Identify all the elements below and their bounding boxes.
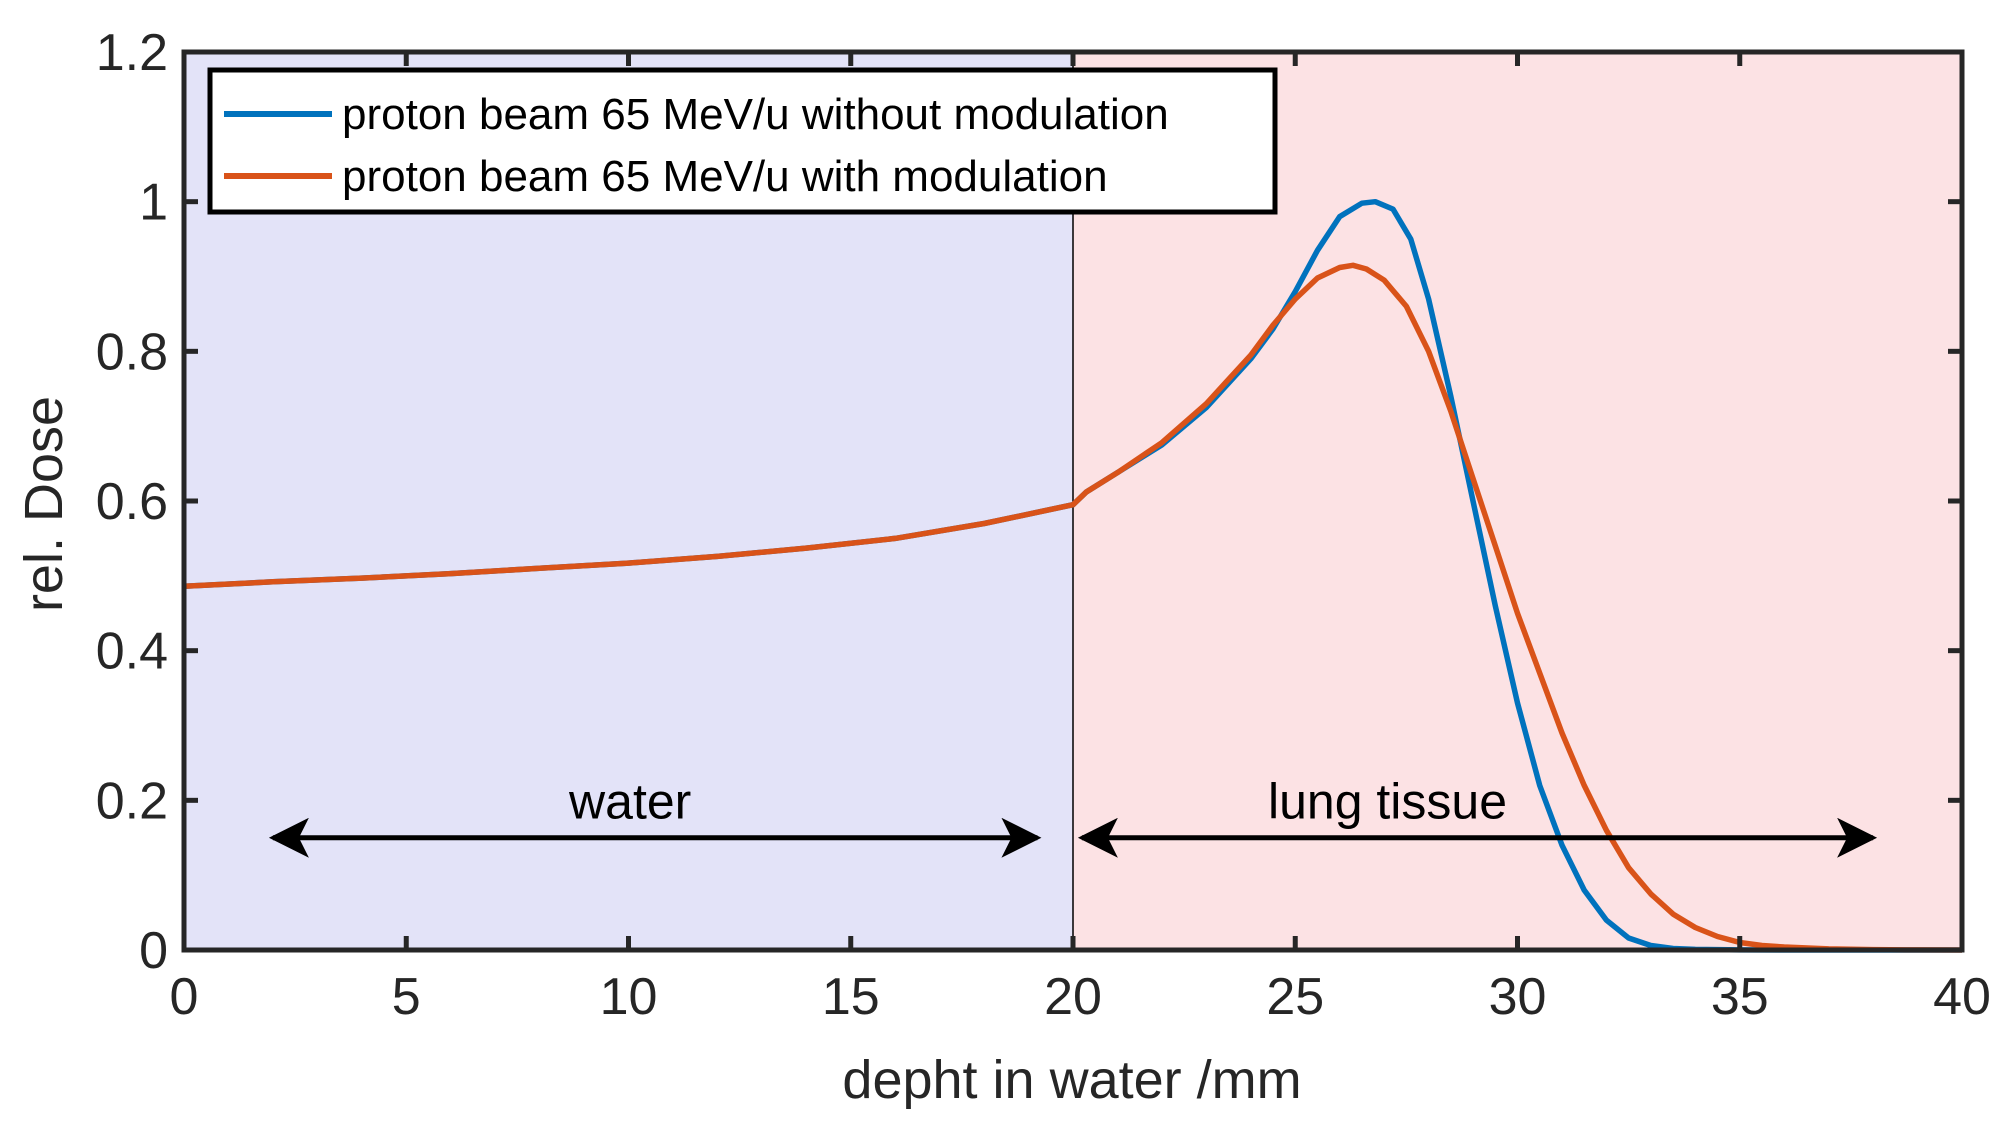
- x-tick-label: 40: [1933, 968, 1991, 1026]
- x-tick-label: 20: [1044, 968, 1102, 1026]
- y-tick-label: 0.8: [96, 323, 168, 381]
- x-tick-label: 35: [1711, 968, 1769, 1026]
- x-tick-label: 30: [1489, 968, 1547, 1026]
- legend: proton beam 65 MeV/u without modulation p…: [207, 67, 1278, 215]
- legend-entry-without-modulation: proton beam 65 MeV/u without modulation: [342, 90, 1169, 139]
- y-axis-label: rel. Dose: [14, 396, 74, 612]
- region-label-water: water: [568, 773, 691, 829]
- x-tick-label: 0: [170, 968, 199, 1026]
- x-axis-label: depht in water /mm: [842, 1050, 1301, 1110]
- y-tick-label: 0: [139, 922, 168, 980]
- x-tick-label: 25: [1266, 968, 1324, 1026]
- series-lines: [183, 198, 1963, 953]
- y-tick-label: 1.2: [96, 24, 168, 82]
- tick-marks: 0 5 10 15 20 25 30 35 40 0 0.2 0.4 0.6 0.8 1 1.2: [96, 24, 1991, 1026]
- x-tick-label: 10: [600, 968, 658, 1026]
- y-tick-label: 0.4: [96, 623, 168, 681]
- region-label-lung-tissue: lung tissue: [1268, 773, 1507, 829]
- series-line-with-modulation: [183, 262, 1963, 953]
- y-tick-label: 1: [139, 174, 168, 232]
- x-tick-label: 15: [822, 968, 880, 1026]
- x-tick-label: 5: [392, 968, 421, 1026]
- region-annotations: water lung tissue: [268, 773, 1878, 858]
- legend-box: [207, 67, 1278, 215]
- y-tick-label: 0.6: [96, 473, 168, 531]
- legend-entry-with-modulation: proton beam 65 MeV/u with modulation: [342, 152, 1108, 201]
- y-tick-label: 0.2: [96, 772, 168, 830]
